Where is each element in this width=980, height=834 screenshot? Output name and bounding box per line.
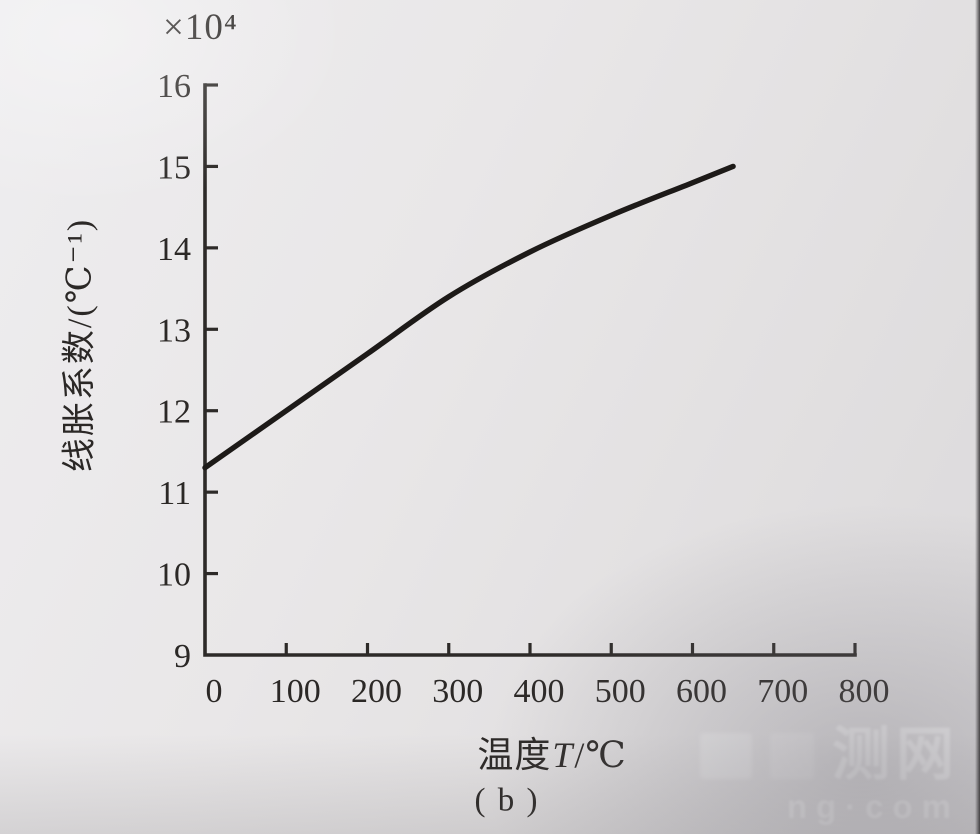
y-tick-label: 12 xyxy=(157,394,191,431)
x-tick-label: 200 xyxy=(351,673,402,710)
y-tick-label: 11 xyxy=(158,475,191,512)
x-axis-title-zh: 温度 xyxy=(477,735,552,775)
y-tick-label: 16 xyxy=(157,68,191,105)
x-tick-label: 400 xyxy=(514,673,565,710)
y-tick-label: 9 xyxy=(174,638,191,675)
y-tick-label: 15 xyxy=(157,149,191,186)
x-tick-label: 700 xyxy=(757,673,808,710)
y-tick-label: 13 xyxy=(157,312,191,349)
axes xyxy=(203,83,857,657)
x-tick-label: 300 xyxy=(432,673,483,710)
y-axis-scale-note: ×10⁴ xyxy=(163,7,238,48)
page-edge xyxy=(975,0,980,834)
y-tick-label: 14 xyxy=(157,231,191,268)
y-tick-label: 10 xyxy=(157,557,191,594)
x-axis-title-unit: /℃ xyxy=(574,735,627,775)
x-tick-label: 100 xyxy=(270,673,321,710)
x-axis-title-symbol: T xyxy=(552,735,574,775)
x-tick-label: 600 xyxy=(676,673,727,710)
expansion-curve xyxy=(202,163,736,471)
y-axis-title: 线胀系数/(℃⁻¹) xyxy=(61,217,99,473)
figure-caption: ( b ) xyxy=(474,782,540,819)
x-tick-label: 500 xyxy=(595,673,646,710)
x-tick-label: 0 xyxy=(206,673,223,710)
x-axis-title: 温度T/℃ xyxy=(477,726,626,778)
x-tick-label: 800 xyxy=(839,673,890,710)
